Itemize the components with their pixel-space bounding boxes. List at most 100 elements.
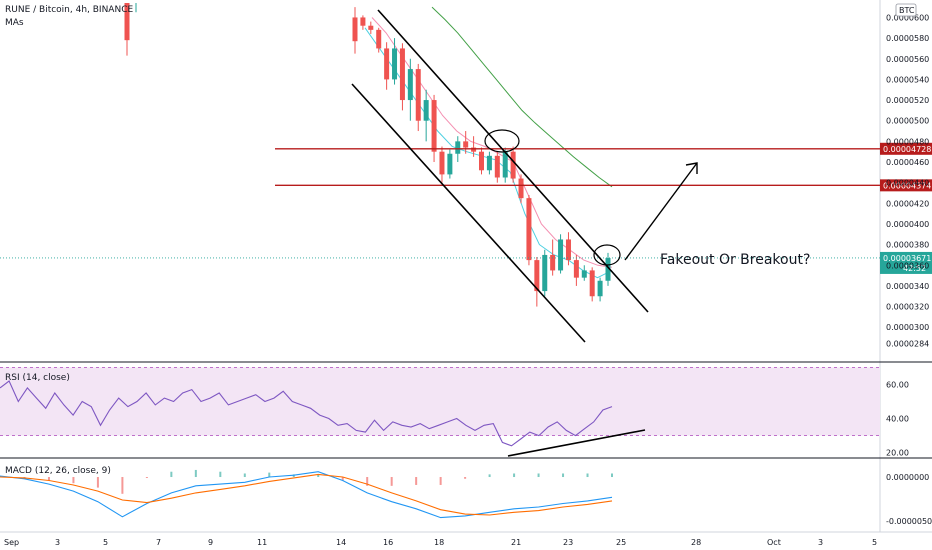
macd-indicator-label: MACD (12, 26, close, 9) <box>5 466 111 476</box>
candle-body <box>565 239 571 261</box>
macd-histogram-bar <box>243 473 246 478</box>
time-tick-label: 3 <box>55 538 60 547</box>
price-tick-label: 0.0000420 <box>886 199 929 208</box>
price-tick-label: 0.0000540 <box>886 75 929 84</box>
candle-body <box>124 3 130 41</box>
time-tick-label: 23 <box>563 538 573 547</box>
macd-histogram-bar <box>145 477 148 479</box>
time-tick-label: Oct <box>767 538 781 547</box>
drawing-tools[interactable] <box>351 9 698 457</box>
macd-histogram-bar <box>194 469 197 478</box>
time-tick-label: 11 <box>257 538 267 547</box>
projection-arrow-line[interactable] <box>624 162 698 261</box>
candle-body <box>494 155 500 178</box>
candle-body <box>486 155 492 171</box>
candle-body <box>463 141 469 148</box>
rsi-line <box>0 380 613 447</box>
candle-body <box>558 239 564 271</box>
time-tick-label: 14 <box>336 538 346 547</box>
symbol-title: RUNE / Bitcoin, 4h, BINANCE <box>5 5 133 15</box>
time-tick-label: Sep <box>4 538 19 547</box>
rsi-divergence-line[interactable] <box>507 429 646 457</box>
rsi-tick-label: 40.00 <box>886 415 909 424</box>
candle-body <box>368 25 374 30</box>
price-tick-label: 0.0000380 <box>886 241 929 250</box>
candle-body <box>384 48 390 80</box>
macd-tick-label: 0.0000000 <box>886 473 929 482</box>
price-tick-label: 0.0000300 <box>886 323 929 332</box>
highlight-ellipse-lower[interactable] <box>593 244 621 266</box>
price-tick-label: 0.0000560 <box>886 55 929 64</box>
price-tick-label: 0.0000360 <box>886 261 929 270</box>
channel-upper-line[interactable] <box>377 9 649 313</box>
candle-body <box>550 254 556 271</box>
rsi-indicator: 60.00 40.00 20.00 <box>0 380 909 458</box>
level-price-tag <box>880 179 932 192</box>
currency-badge-box[interactable] <box>895 3 917 17</box>
time-tick-label: 16 <box>383 538 393 547</box>
time-tick-label: 7 <box>156 538 161 547</box>
macd-histogram-bar <box>366 477 369 486</box>
macd-histogram-bar <box>219 471 222 478</box>
rsi-indicator-label: RSI (14, close) <box>5 373 70 383</box>
macd-histogram-bar <box>390 477 393 486</box>
candle-body <box>605 258 611 281</box>
macd-histogram-bar <box>415 477 418 485</box>
countdown-text: 42:52 <box>903 264 926 273</box>
macd-histogram-bar <box>268 472 271 478</box>
candle-body <box>573 260 579 278</box>
macd-histogram-bar <box>72 477 75 484</box>
price-tick-label: 0.0000284 <box>886 340 929 349</box>
macd-histogram-bar <box>47 477 50 481</box>
time-tick-label: 28 <box>691 538 701 547</box>
time-tick-label: 3 <box>818 538 823 547</box>
macd-signal-line <box>0 473 613 516</box>
macd-histogram-bar <box>439 477 442 485</box>
price-tick-label: 0.0000460 <box>886 158 929 167</box>
last-price-tag <box>880 251 932 274</box>
rsi-tick-label: 20.00 <box>886 449 909 458</box>
macd-histogram-bar <box>317 474 320 478</box>
candle-body <box>518 178 524 199</box>
ma-indicator-label: MAs <box>5 18 24 28</box>
last-price-text: 0.00003671 <box>883 254 931 263</box>
candle-body <box>542 254 548 292</box>
candle-body <box>581 270 587 278</box>
candle-body <box>415 69 421 121</box>
price-tick-label: 0.0000500 <box>886 117 929 126</box>
candle-body <box>439 151 445 175</box>
macd-histogram-bar <box>488 474 491 478</box>
macd-indicator: 0.0000000 -0.0000050 <box>0 469 932 526</box>
macd-histogram-bar <box>513 473 516 478</box>
candle-body <box>399 48 405 101</box>
candle-body <box>471 147 477 152</box>
price-tick-label: 0.0000340 <box>886 282 929 291</box>
price-tick-label: 0.0000520 <box>886 96 929 105</box>
channel-lower-line[interactable] <box>351 83 586 343</box>
annotation-text[interactable]: Fakeout Or Breakout? <box>660 252 810 268</box>
price-tick-label: 0.0000600 <box>886 13 929 22</box>
currency-badge[interactable]: BTC <box>895 3 917 17</box>
projection-arrow-head[interactable] <box>685 162 698 174</box>
macd-line <box>0 471 613 519</box>
candle-body <box>431 100 437 152</box>
price-tick-label: 0.0000480 <box>886 137 929 146</box>
candle-body <box>392 48 398 80</box>
level-price-text: 0.00004728 <box>883 145 931 154</box>
candle-body <box>479 151 484 171</box>
rsi-band <box>0 367 880 436</box>
time-tick-label: 25 <box>616 538 626 547</box>
candle-body <box>526 198 532 261</box>
candlesticks <box>124 3 611 307</box>
candle-body <box>455 141 461 154</box>
highlight-ellipse-upper[interactable] <box>484 129 520 153</box>
price-tick-label: 0.0000320 <box>886 303 929 312</box>
candle-body <box>447 153 453 175</box>
level-price-text: 0.00004374 <box>883 181 931 190</box>
macd-histogram-bar <box>611 473 613 478</box>
ma-slow-line <box>431 6 613 188</box>
level-price-tag <box>880 142 932 155</box>
price-tick-label: 0.0000440 <box>886 179 929 188</box>
